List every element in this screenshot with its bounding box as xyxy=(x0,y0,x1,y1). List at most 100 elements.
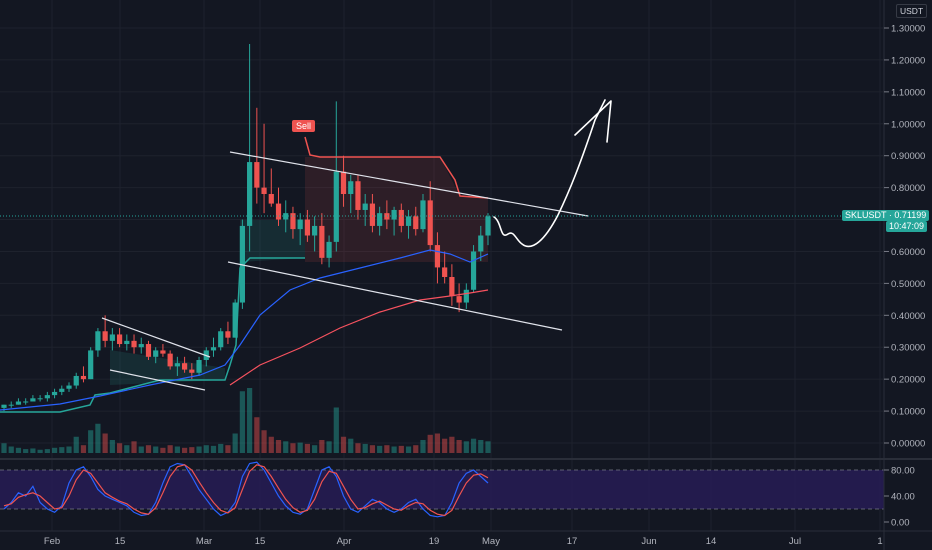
volume-bar xyxy=(247,388,253,453)
price-tick-label: 1.20000 xyxy=(891,55,925,66)
candle-body xyxy=(340,171,347,194)
candle-body xyxy=(420,200,426,230)
candle-body xyxy=(80,375,87,380)
candle-body xyxy=(275,203,282,220)
volume-bar xyxy=(442,438,448,453)
candle-body xyxy=(196,360,202,373)
candle-body xyxy=(102,331,108,341)
candle-body xyxy=(463,289,469,303)
projection-arrow xyxy=(493,99,606,248)
candle-body xyxy=(449,277,455,297)
volume-bar xyxy=(326,441,332,453)
last-price-value: 0.71199 xyxy=(894,210,927,220)
stoch-k-line xyxy=(3,461,489,518)
candle-body xyxy=(247,162,253,226)
candle-body xyxy=(261,187,267,194)
candle-body xyxy=(254,162,260,188)
volume-bar xyxy=(420,440,426,453)
volume-bar xyxy=(463,441,469,453)
volume-bar xyxy=(1,443,7,453)
candle-body xyxy=(297,219,303,230)
price-tick-label: 0.50000 xyxy=(891,279,925,290)
volume-bar xyxy=(485,441,491,453)
volume-bar xyxy=(145,445,152,453)
volume-bar xyxy=(37,449,43,453)
sell-signal-badge: Sell xyxy=(292,120,316,132)
volume-bar xyxy=(225,445,231,453)
stoch-d-line xyxy=(3,464,489,517)
volume-bar xyxy=(73,436,79,453)
price-tick-label: 0.60000 xyxy=(891,247,925,258)
volume-bar xyxy=(66,446,72,453)
candle-body xyxy=(304,219,311,236)
volume-bar xyxy=(30,448,36,453)
candle-body xyxy=(384,213,390,220)
candle-body xyxy=(326,241,332,258)
price-tick-label: 0.80000 xyxy=(891,183,925,194)
last-price-badge: SKLUSDT · 0.71199 xyxy=(842,210,930,221)
volume-bar xyxy=(167,445,173,453)
candle-body xyxy=(189,369,195,373)
candle-body xyxy=(167,353,173,367)
volume-bar xyxy=(239,391,245,453)
candle-body xyxy=(470,251,477,290)
time-tick-label: Mar xyxy=(196,536,212,547)
time-tick-label: 14 xyxy=(706,536,717,547)
candle-body xyxy=(268,194,274,204)
candle-body xyxy=(131,340,137,348)
volume-bar xyxy=(297,442,303,453)
volume-bar xyxy=(290,443,296,453)
osc-tick-label: 0.00 xyxy=(891,518,910,529)
volume-bar xyxy=(427,434,433,453)
candle-body xyxy=(124,340,130,345)
candle-body xyxy=(109,334,115,341)
candle-body xyxy=(225,331,231,338)
ema-red-line xyxy=(229,289,489,386)
volume-bar xyxy=(23,449,29,453)
candle-body xyxy=(391,209,397,220)
candle-body xyxy=(138,344,144,348)
candle-countdown: 10:47:09 xyxy=(886,221,928,232)
time-tick-label: 17 xyxy=(567,536,578,547)
price-tick-label: 0.10000 xyxy=(891,407,925,418)
wedge-lower-trendline xyxy=(109,369,206,391)
candle-body xyxy=(51,391,58,396)
volume-bar xyxy=(210,445,217,453)
volume-bar xyxy=(232,433,238,453)
candle-body xyxy=(15,401,22,405)
volume-bar xyxy=(218,443,224,453)
candle-body xyxy=(485,216,491,236)
time-tick-label: Jul xyxy=(789,536,801,547)
time-tick-label: May xyxy=(482,536,500,547)
volume-bar xyxy=(384,445,390,453)
candle-body xyxy=(59,388,65,392)
price-tick-label: 0.40000 xyxy=(891,311,925,322)
osc-tick-label: 40.00 xyxy=(891,492,915,503)
volume-bar xyxy=(355,443,361,453)
candle-body xyxy=(116,334,123,345)
price-tick-label: 1.10000 xyxy=(891,87,925,98)
candle-body xyxy=(88,350,94,380)
price-tick-label: 0.30000 xyxy=(891,343,925,354)
osc-tick-label: 80.00 xyxy=(891,466,915,477)
oscillator-axis[interactable]: 80.00 40.00 0.00 xyxy=(884,466,915,529)
time-axis[interactable]: Feb 15 Mar 15 Apr 19 May 17 Jun 14 Jul 1 xyxy=(44,536,883,547)
volume-bar xyxy=(362,443,368,453)
volume-bar xyxy=(456,440,462,453)
volume-bar xyxy=(470,438,477,453)
volume-bar xyxy=(254,417,260,453)
volume-bar xyxy=(312,445,318,453)
price-axis[interactable]: 1.30000 1.20000 1.10000 1.00000 0.90000 0.800… xyxy=(884,24,925,450)
channel-upper-trendline xyxy=(229,151,589,217)
candle-body xyxy=(355,181,361,210)
candle-body xyxy=(44,395,50,399)
currency-label[interactable]: USDT xyxy=(896,4,928,18)
volume-bar xyxy=(348,438,354,453)
candle-body xyxy=(66,385,72,389)
volume-bar xyxy=(109,440,115,453)
volume-bar xyxy=(44,449,50,453)
volume-bar xyxy=(275,440,282,453)
volume-bar xyxy=(181,447,188,453)
volume-bar xyxy=(189,447,195,453)
